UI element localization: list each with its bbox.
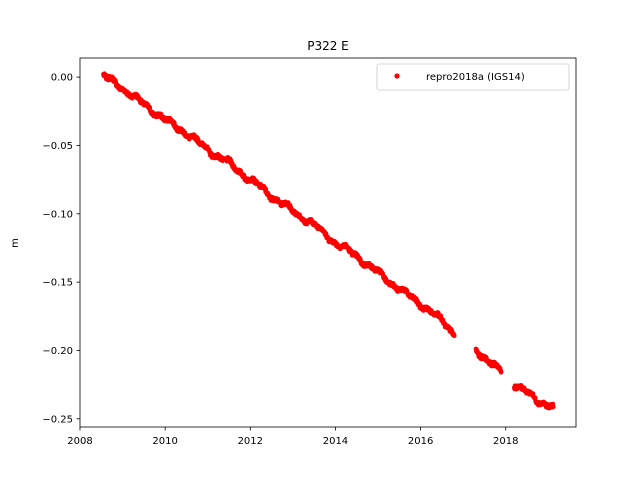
data-point bbox=[498, 370, 504, 375]
y-tick-label: −0.25 bbox=[42, 414, 73, 425]
y-tick-label: 0.00 bbox=[51, 73, 73, 84]
legend-marker bbox=[394, 73, 400, 79]
x-tick-label: 2016 bbox=[408, 436, 433, 447]
x-tick-label: 2010 bbox=[152, 436, 177, 447]
data-point bbox=[147, 105, 153, 111]
y-tick-label: −0.15 bbox=[42, 278, 73, 289]
y-axis: 0.00 −0.05 −0.10 −0.15 −0.20 −0.25 bbox=[42, 73, 80, 425]
data-point bbox=[532, 395, 538, 400]
data-point bbox=[452, 333, 457, 339]
legend: repro2018a (IGS14) bbox=[376, 63, 570, 91]
legend-frame bbox=[376, 63, 570, 91]
data-point bbox=[550, 404, 556, 410]
data-point bbox=[172, 120, 177, 125]
x-tick-label: 2008 bbox=[67, 436, 92, 447]
x-tick-label: 2012 bbox=[238, 436, 263, 447]
y-tick-label: −0.20 bbox=[42, 346, 73, 357]
x-axis: 2008 2010 2012 2014 2016 2018 bbox=[67, 427, 518, 447]
legend-label: repro2018a (IGS14) bbox=[426, 72, 525, 83]
y-tick-label: −0.10 bbox=[42, 209, 73, 220]
data-points bbox=[101, 71, 556, 411]
y-tick-label: −0.05 bbox=[42, 141, 73, 152]
plot-area-frame bbox=[79, 57, 577, 428]
chart-title: P322 E bbox=[307, 39, 349, 53]
y-axis-title: m bbox=[10, 238, 21, 248]
x-tick-label: 2018 bbox=[493, 436, 518, 447]
x-tick-label: 2014 bbox=[323, 436, 348, 447]
